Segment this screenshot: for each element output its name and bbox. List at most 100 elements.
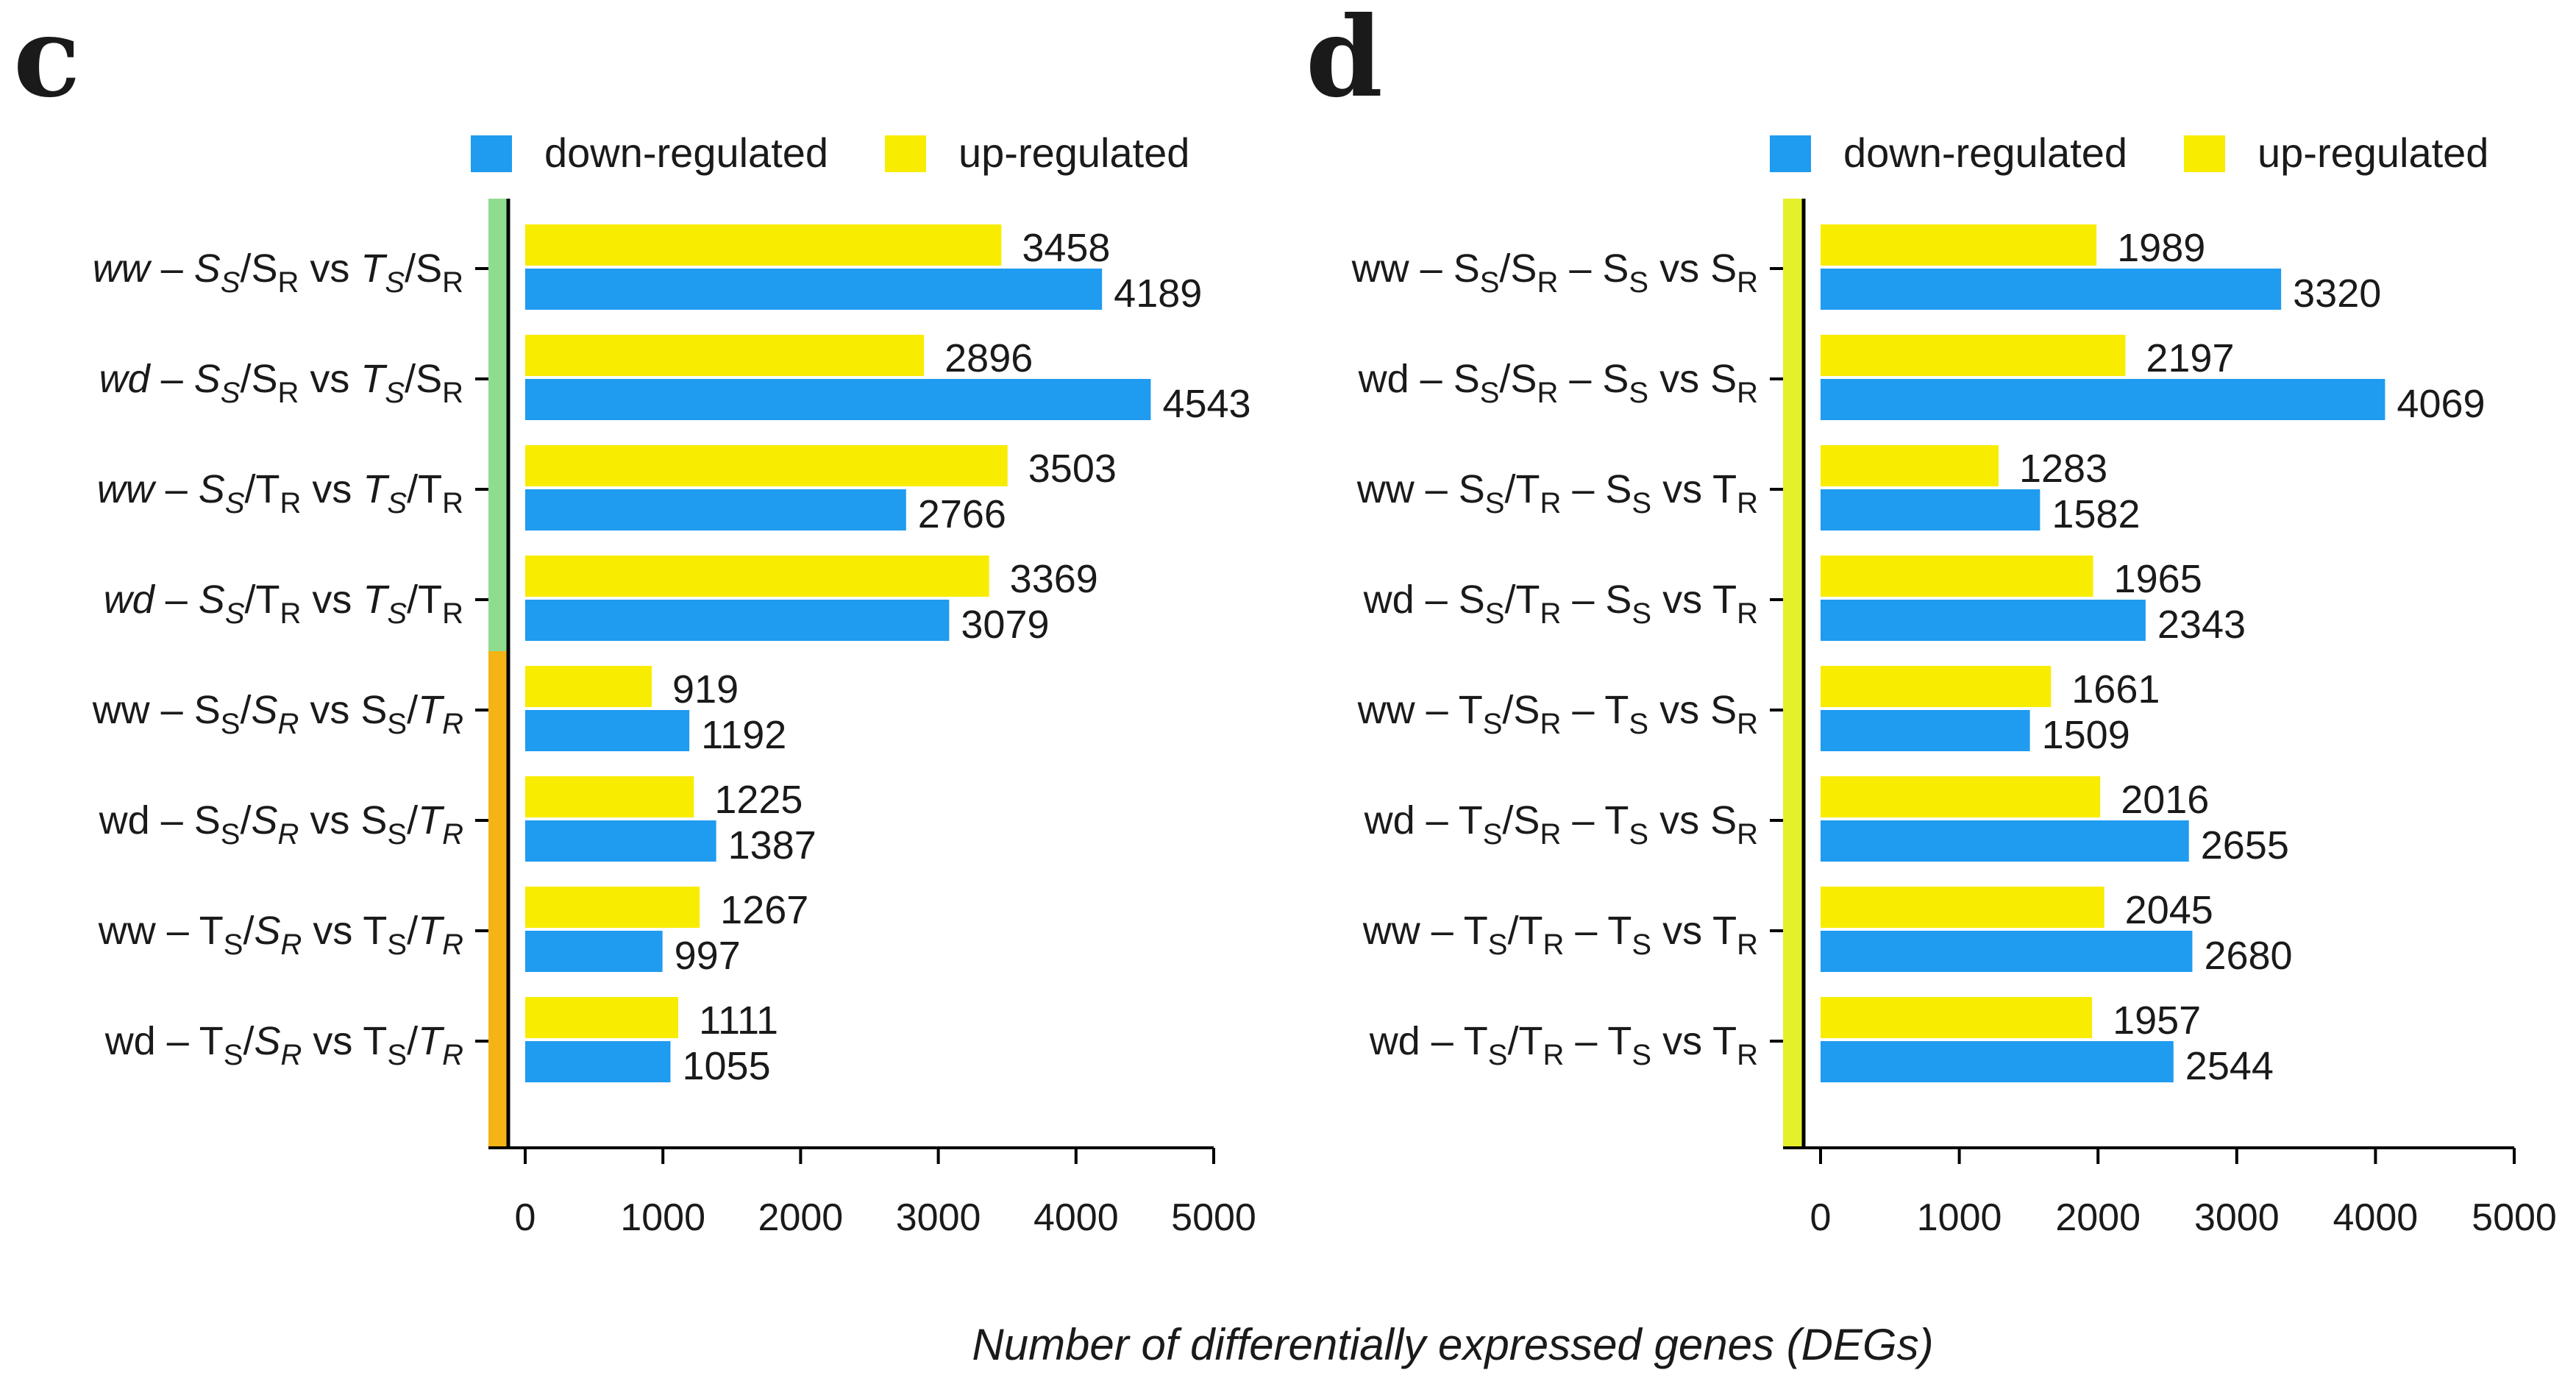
panel-d-value-label-up: 1661 xyxy=(2071,667,2160,711)
panel-c-group-strip xyxy=(488,199,508,651)
panel-c-value-label-up: 3458 xyxy=(1022,226,1110,270)
panel-d-x-tick-label: 3000 xyxy=(2194,1196,2280,1239)
panel-d-category-label: ww – TS/SR – TS vs SR xyxy=(1357,688,1758,740)
panel-c-x-tick-label: 3000 xyxy=(896,1196,981,1239)
panel-d-group-strip xyxy=(1783,199,1802,1148)
panel-d-value-label-down: 1509 xyxy=(2042,713,2130,757)
panel-c-bar-up xyxy=(525,224,1002,266)
panel-c-value-label-down: 1055 xyxy=(682,1044,770,1088)
panel-d-category-label: wd – SS/TR – SS vs TR xyxy=(1363,578,1758,630)
panel-c-bar-down xyxy=(525,820,716,862)
panel-c-value-label-up: 1111 xyxy=(699,998,778,1043)
panel-d-category-label: wd – TS/TR – TS vs TR xyxy=(1369,1019,1758,1071)
panel-c-legend-swatch-up xyxy=(885,135,926,172)
panel-c-value-label-up: 3503 xyxy=(1028,447,1117,491)
panel-c-legend-label-down: down-regulated xyxy=(544,129,828,176)
panel-c-category-label: ww – SS/SR vs TS/SR xyxy=(93,246,463,299)
panel-c-label: c xyxy=(13,0,80,122)
panel-d-value-label-up: 1283 xyxy=(2019,447,2107,491)
panel-c-value-label-down: 1387 xyxy=(728,823,816,867)
x-axis-title: Number of differentially expressed genes… xyxy=(972,1320,1933,1369)
panel-d-value-label-up: 1957 xyxy=(2113,998,2201,1043)
panel-d-value-label-up: 1965 xyxy=(2114,557,2202,601)
panel-c-value-label-up: 919 xyxy=(672,667,739,711)
panel-c-category-label: ww – SS/SR vs SS/TR xyxy=(92,688,463,740)
panel-d-value-label-down: 3320 xyxy=(2293,272,2381,316)
panel-c-x-tick-label: 4000 xyxy=(1033,1196,1119,1239)
panel-d-category-label: ww – TS/TR – TS vs TR xyxy=(1362,909,1758,961)
panel-d-x-tick-label: 0 xyxy=(1810,1196,1832,1239)
panel-c-chart: c down-regulated up-regulated 0 1000 2000 3000… xyxy=(13,0,1256,1239)
panel-d-label: d xyxy=(1306,0,1383,122)
panel-d-bar-up xyxy=(1821,776,2101,817)
panel-c-bar-up xyxy=(525,445,1008,486)
panel-c-bar-up xyxy=(525,335,925,376)
panel-c-value-label-down: 4189 xyxy=(1114,272,1202,316)
panel-c-bar-down xyxy=(525,379,1151,420)
panel-c-legend-swatch-down xyxy=(471,135,512,172)
panel-d-value-label-down: 2655 xyxy=(2201,823,2289,867)
panel-c-value-label-up: 1267 xyxy=(720,888,808,932)
panel-d-category-label: wd – SS/SR – SS vs SR xyxy=(1358,357,1758,409)
panel-d-legend-swatch-down xyxy=(1770,135,1811,172)
panel-c-x-tick-label: 2000 xyxy=(758,1196,844,1239)
panel-d-bar-down xyxy=(1821,269,2282,310)
panel-c-category-label: ww – TS/SR vs TS/TR xyxy=(98,909,463,961)
panel-c-bar-down xyxy=(525,600,950,641)
panel-c-category-label: wd – TS/SR vs TS/TR xyxy=(104,1019,463,1071)
panel-d-bar-down xyxy=(1821,489,2040,530)
panel-c-bar-up xyxy=(525,776,694,817)
panel-d-legend-label-up: up-regulated xyxy=(2257,129,2488,176)
panel-c-x-tick-label: 5000 xyxy=(1171,1196,1256,1239)
panel-d-value-label-down: 4069 xyxy=(2397,382,2485,426)
panel-c-x-tick-label: 1000 xyxy=(620,1196,705,1239)
panel-d-bar-up xyxy=(1821,335,2126,376)
panel-c-category-label: ww – SS/TR vs TS/TR xyxy=(97,467,463,519)
panel-d-bar-up xyxy=(1821,997,2093,1038)
panel-c-value-label-down: 3079 xyxy=(961,603,1049,647)
panel-d-category-label: ww – SS/TR – SS vs TR xyxy=(1356,467,1758,519)
panel-c-value-label-down: 1192 xyxy=(701,713,786,757)
panel-d-value-label-down: 1582 xyxy=(2052,492,2140,536)
panel-d-value-label-up: 1989 xyxy=(2117,226,2205,270)
panel-d-value-label-up: 2045 xyxy=(2125,888,2213,932)
panel-d-value-label-down: 2343 xyxy=(2157,603,2246,647)
panel-d-value-label-up: 2197 xyxy=(2146,336,2234,380)
panel-d-category-label: ww – SS/SR – SS vs SR xyxy=(1351,246,1758,299)
panel-c-bar-up xyxy=(525,556,989,597)
panel-d-value-label-down: 2680 xyxy=(2204,934,2292,978)
panel-c-bar-down xyxy=(525,489,906,530)
panel-c-value-label-down: 997 xyxy=(675,934,741,978)
panel-d-legend-label-down: down-regulated xyxy=(1843,129,2127,176)
panel-d-bar-up xyxy=(1821,887,2104,928)
panel-d-bar-down xyxy=(1821,600,2146,641)
panel-c-value-label-up: 1225 xyxy=(714,778,803,822)
panel-c-value-label-down: 2766 xyxy=(918,492,1006,536)
panel-d-legend-swatch-up xyxy=(2184,135,2225,172)
panel-c-bar-down xyxy=(525,269,1103,310)
panel-c-category-label: wd – SS/TR vs TS/TR xyxy=(104,578,463,630)
panel-c-bar-up xyxy=(525,887,700,928)
panel-c-category-label: wd – SS/SR vs SS/TR xyxy=(99,798,463,851)
panel-c-bar-down xyxy=(525,931,663,972)
panel-d-bar-down xyxy=(1821,1041,2174,1082)
panel-d-category-label: wd – TS/SR – TS vs SR xyxy=(1364,798,1758,851)
panel-d-bar-up xyxy=(1821,556,2093,597)
panel-d-chart: d down-regulated up-regulated 0 1000 2000 3000… xyxy=(1306,0,2557,1239)
panel-d-bar-down xyxy=(1821,820,2189,862)
panel-d-bar-down xyxy=(1821,379,2385,420)
panel-c-bar-up xyxy=(525,666,652,707)
panel-d-bar-up xyxy=(1821,666,2052,707)
panel-d-bar-down xyxy=(1821,710,2030,751)
panel-d-value-label-down: 2544 xyxy=(2185,1044,2274,1088)
panel-c-legend-label-up: up-regulated xyxy=(958,129,1189,176)
panel-d-x-tick-label: 5000 xyxy=(2472,1196,2557,1239)
panel-c-value-label-up: 2896 xyxy=(944,336,1033,380)
panel-c-x-tick-label: 0 xyxy=(515,1196,536,1239)
panel-d-x-tick-label: 4000 xyxy=(2333,1196,2419,1239)
panel-d-bar-up xyxy=(1821,224,2097,266)
panel-c-bar-down xyxy=(525,710,690,751)
panel-d-bar-up xyxy=(1821,445,1999,486)
panel-c-value-label-up: 3369 xyxy=(1010,557,1098,601)
